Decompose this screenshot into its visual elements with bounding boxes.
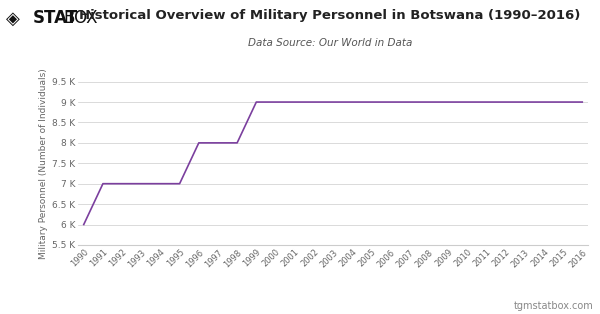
Text: STAT: STAT [33,9,78,27]
Legend: Botswana: Botswana [294,312,372,314]
Text: Historical Overview of Military Personnel in Botswana (1990–2016): Historical Overview of Military Personne… [79,9,581,22]
Text: Data Source: Our World in Data: Data Source: Our World in Data [248,38,412,48]
Text: ◈: ◈ [6,9,20,27]
Y-axis label: Military Personnel (Number of Individuals): Military Personnel (Number of Individual… [39,68,48,259]
Text: tgmstatbox.com: tgmstatbox.com [514,301,594,311]
Text: BOX: BOX [63,9,97,27]
